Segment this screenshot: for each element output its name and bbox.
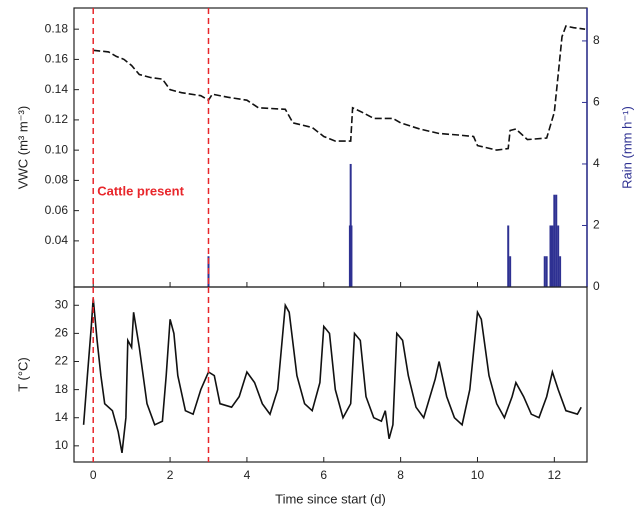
x-tick-label: 10 bbox=[471, 468, 485, 482]
y-tick-label: 0.06 bbox=[45, 203, 69, 217]
y-tick-label: 0.04 bbox=[45, 233, 69, 247]
rain-bar bbox=[549, 225, 552, 287]
rain-bar bbox=[551, 225, 554, 287]
rain-bar bbox=[543, 256, 546, 287]
y-tick-label: 22 bbox=[55, 354, 69, 368]
rain-bar bbox=[559, 256, 562, 287]
y-axis-label: T (°C) bbox=[15, 357, 30, 392]
y-axis-label: VWC (m³ m⁻³) bbox=[15, 106, 30, 189]
y-tick-label: 0.10 bbox=[45, 142, 69, 156]
y2-tick-label: 8 bbox=[593, 33, 600, 47]
x-tick-label: 0 bbox=[90, 468, 97, 482]
y-tick-label: 18 bbox=[55, 382, 69, 396]
annotation: Cattle present bbox=[97, 184, 184, 199]
y-tick-label: 26 bbox=[55, 326, 69, 340]
y2-tick-label: 4 bbox=[593, 156, 600, 170]
y2-tick-label: 6 bbox=[593, 95, 600, 109]
rain-bar bbox=[557, 225, 560, 287]
y-tick-label: 0.16 bbox=[45, 52, 69, 66]
plot-frame bbox=[73, 286, 588, 463]
x-tick-label: 4 bbox=[244, 468, 251, 482]
x-tick-label: 12 bbox=[548, 468, 562, 482]
y2-axis-label: Rain (mm h⁻¹) bbox=[619, 106, 634, 189]
y2-tick-label: 2 bbox=[593, 218, 600, 232]
series-line bbox=[93, 25, 586, 151]
plot-frame bbox=[73, 7, 588, 288]
y-tick-label: 30 bbox=[55, 297, 69, 311]
y-tick-label: 0.18 bbox=[45, 21, 69, 35]
rain-bar bbox=[545, 256, 548, 287]
rain-bar bbox=[507, 225, 510, 287]
x-tick-label: 2 bbox=[167, 468, 174, 482]
y-tick-label: 0.14 bbox=[45, 82, 69, 96]
rain-bar bbox=[555, 194, 558, 287]
series-line bbox=[82, 298, 582, 454]
x-axis-label: Time since start (d) bbox=[275, 491, 386, 506]
rain-bar bbox=[509, 256, 512, 287]
y-tick-label: 14 bbox=[55, 410, 69, 424]
y-tick-label: 0.12 bbox=[45, 112, 69, 126]
x-tick-label: 6 bbox=[320, 468, 327, 482]
y-tick-label: 0.08 bbox=[45, 173, 69, 187]
y-tick-label: 10 bbox=[55, 438, 69, 452]
rain-bar bbox=[350, 225, 353, 287]
x-tick-label: 8 bbox=[397, 468, 404, 482]
rain-bar bbox=[553, 194, 556, 287]
y2-tick-label: 0 bbox=[593, 279, 600, 293]
